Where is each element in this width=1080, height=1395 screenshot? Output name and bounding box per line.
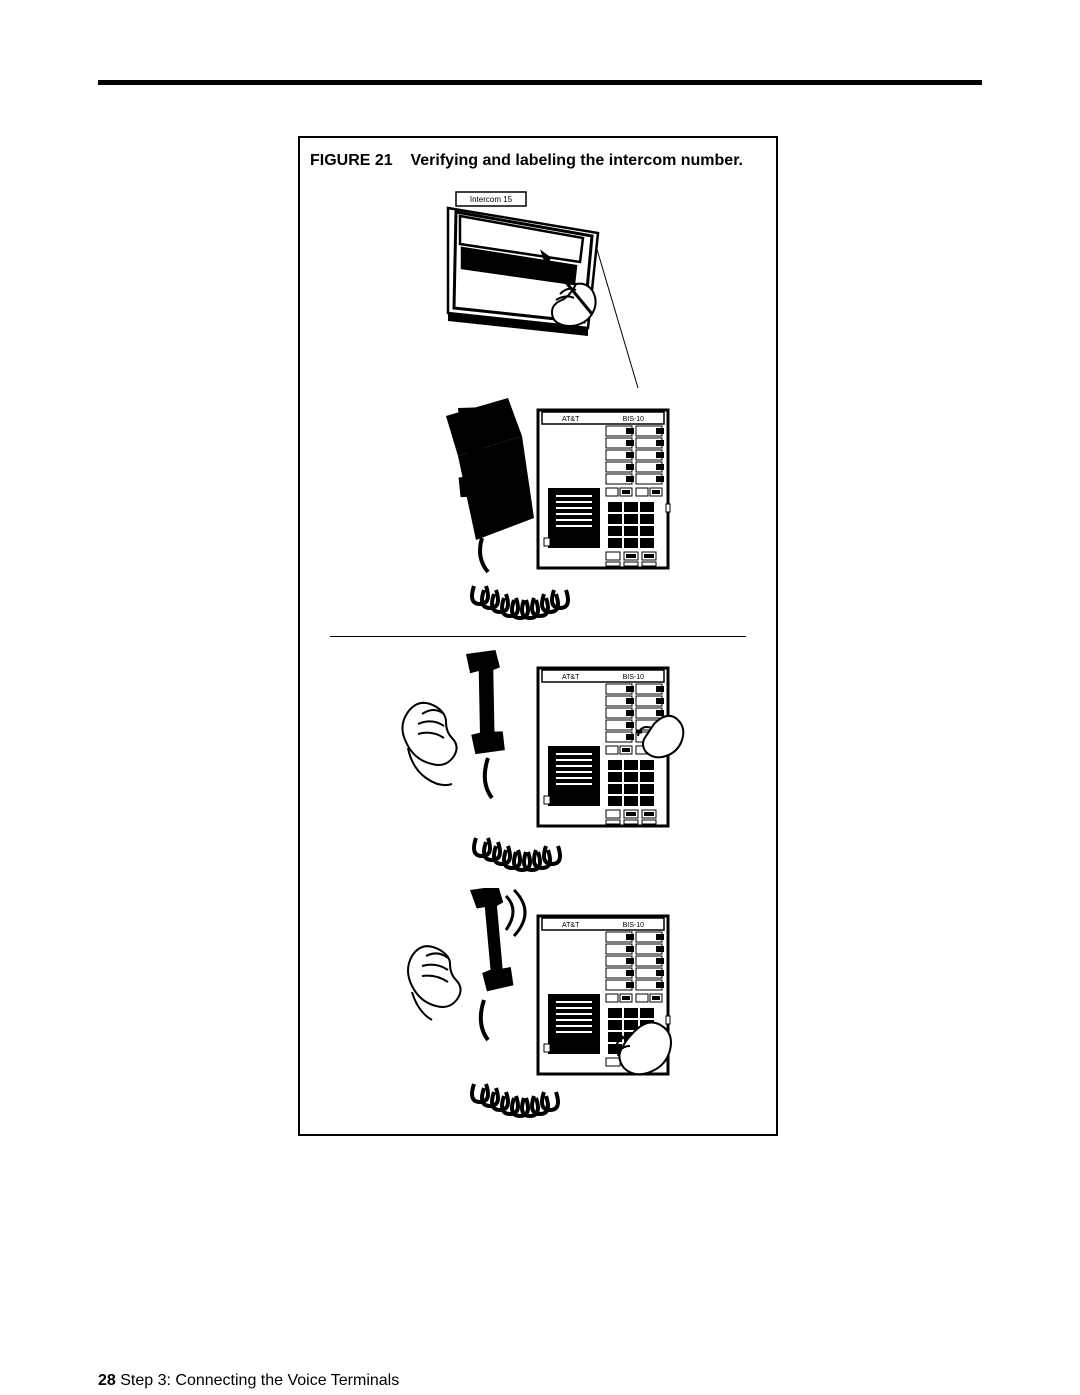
panel-divider-1 — [330, 636, 746, 637]
section-title: Step 3: Connecting the Voice Terminals — [120, 1372, 399, 1389]
figure-panel-1: Intercom 15 — [300, 188, 776, 398]
svg-text:BIS-10: BIS-10 — [623, 674, 645, 681]
figure-title: Verifying and labeling the intercom numb… — [410, 152, 743, 169]
figure-panel-3: AT&T BIS-10 — [300, 648, 776, 898]
page-number: 28 — [98, 1372, 116, 1389]
figure-panel-4: AT&T BIS-10 — [300, 888, 776, 1138]
svg-text:AT&T: AT&T — [562, 922, 580, 929]
page-top-rule — [98, 80, 982, 85]
svg-text:BIS-10: BIS-10 — [623, 922, 645, 929]
figure-panel-2: AT&T BIS-10 — [300, 398, 776, 648]
figure-21-box: FIGURE 21 Verifying and labeling the int… — [298, 136, 778, 1136]
figure-caption: FIGURE 21 Verifying and labeling the int… — [300, 138, 776, 178]
figure-number: FIGURE 21 — [310, 152, 393, 169]
intercom-label-text: Intercom 15 — [470, 195, 513, 204]
svg-text:AT&T: AT&T — [562, 674, 580, 681]
page-footer: 28 Step 3: Connecting the Voice Terminal… — [98, 1372, 399, 1390]
